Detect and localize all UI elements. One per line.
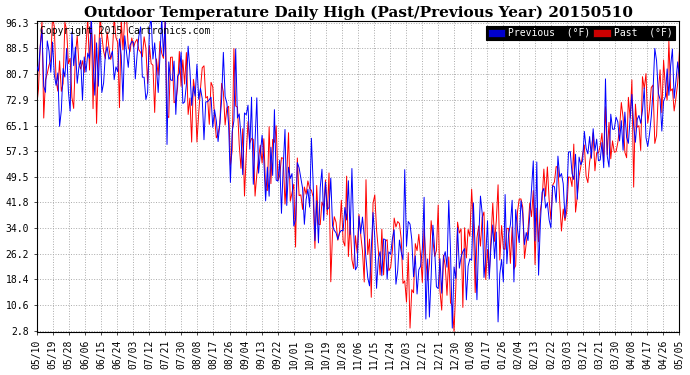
Legend: Previous  (°F), Past  (°F): Previous (°F), Past (°F)	[486, 26, 675, 40]
Text: Copyright 2015 Cartronics.com: Copyright 2015 Cartronics.com	[40, 26, 210, 36]
Title: Outdoor Temperature Daily High (Past/Previous Year) 20150510: Outdoor Temperature Daily High (Past/Pre…	[83, 6, 633, 20]
